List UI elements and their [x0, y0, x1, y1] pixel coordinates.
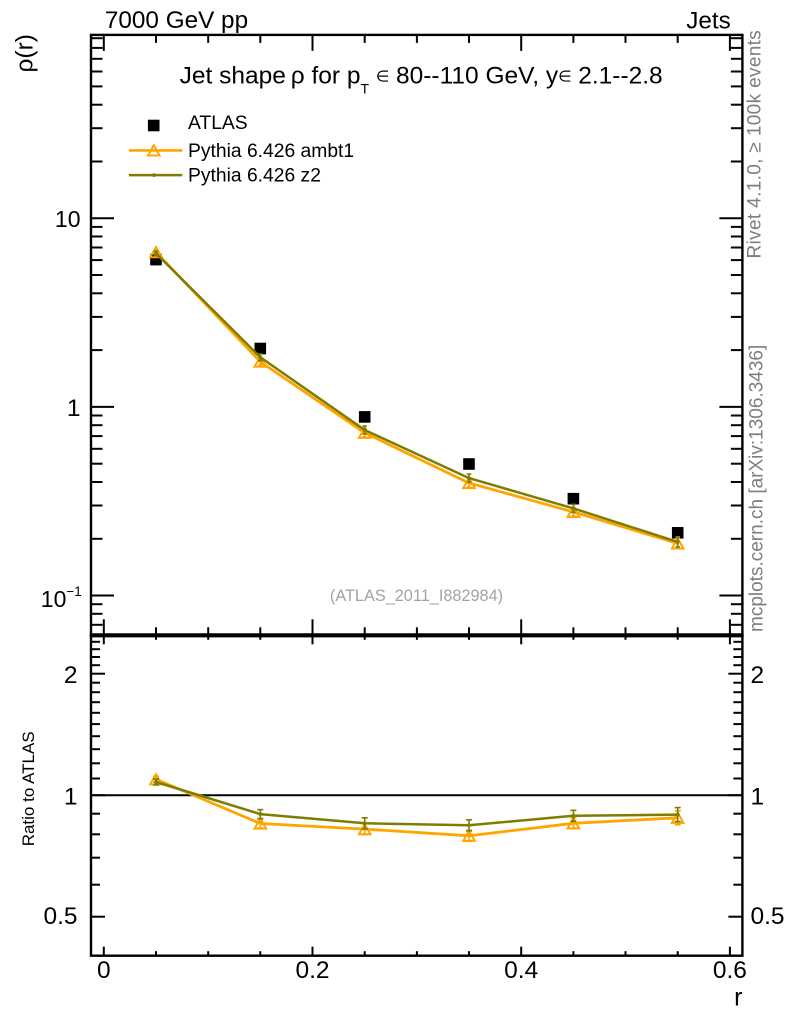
- svg-text:Ratio to ATLAS: Ratio to ATLAS: [19, 731, 38, 846]
- svg-text:1: 1: [64, 784, 78, 811]
- svg-text:10: 10: [55, 206, 81, 232]
- svg-text:2: 2: [751, 662, 765, 689]
- svg-text:mcplots.cern.ch [arXiv:1306.34: mcplots.cern.ch [arXiv:1306.3436]: [747, 345, 768, 632]
- svg-text:r: r: [734, 983, 742, 1011]
- svg-text:0.5: 0.5: [43, 903, 77, 930]
- svg-text:ρ(r): ρ(r): [12, 34, 39, 72]
- svg-text:0.6: 0.6: [713, 957, 747, 984]
- svg-text:Pythia 6.426 z2: Pythia 6.426 z2: [188, 166, 321, 187]
- svg-text:0.2: 0.2: [295, 957, 329, 984]
- svg-text:Jets: Jets: [686, 7, 731, 34]
- svg-text:0: 0: [97, 957, 111, 984]
- svg-text:0.5: 0.5: [751, 903, 785, 930]
- svg-text:1: 1: [67, 395, 81, 422]
- svg-text:2: 2: [64, 662, 78, 689]
- svg-text:ATLAS: ATLAS: [188, 113, 248, 134]
- svg-text:Rivet 4.1.0, ≥ 100k events: Rivet 4.1.0, ≥ 100k events: [744, 30, 765, 259]
- svg-text:0.4: 0.4: [504, 957, 538, 984]
- svg-text:1: 1: [751, 784, 765, 811]
- svg-text:7000 GeV pp: 7000 GeV pp: [105, 7, 248, 34]
- svg-text:Jet shape ρ for pT ∈ 80--110 G: Jet shape ρ for pT ∈ 80--110 GeV, y∈ 2.1…: [180, 63, 663, 97]
- svg-text:Pythia 6.426 ambt1: Pythia 6.426 ambt1: [188, 141, 354, 162]
- svg-text:(ATLAS_2011_I882984): (ATLAS_2011_I882984): [330, 587, 503, 605]
